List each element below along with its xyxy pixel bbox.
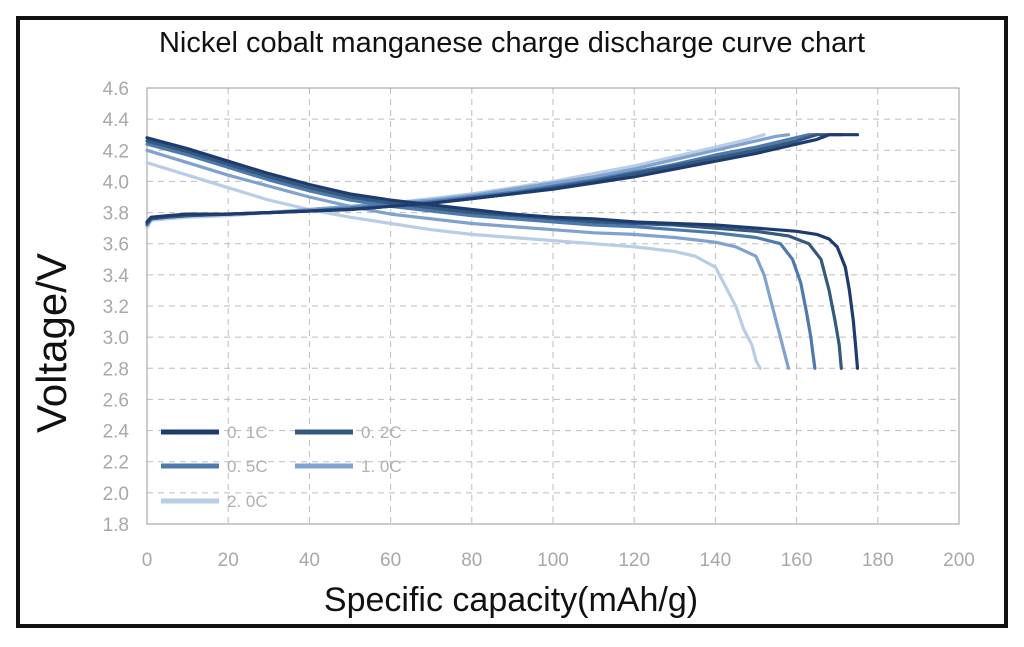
- y-tick-label: 4.0: [103, 172, 129, 193]
- y-tick-label: 2.6: [103, 390, 129, 411]
- chart-frame: Nickel cobalt manganese charge discharge…: [16, 16, 1008, 628]
- legend-label: 1. 0C: [361, 457, 402, 476]
- x-axis-label: Specific capacity(mAh/g): [324, 581, 698, 619]
- x-tick-label: 160: [781, 550, 813, 571]
- y-tick-label: 2.8: [103, 359, 129, 380]
- series-lines: [145, 133, 860, 370]
- x-tick-label: 180: [862, 550, 894, 571]
- x-tick-label: 40: [299, 550, 320, 571]
- y-tick-label: 4.2: [103, 141, 129, 162]
- x-tick-label: 20: [218, 550, 239, 571]
- charge-curve-0-1c: [145, 133, 860, 224]
- y-tick-label: 3.2: [103, 297, 129, 318]
- x-tick-label: 200: [943, 550, 975, 571]
- legend: 0. 1C 0. 2C 0. 5C 1. 0C 2. 0C: [161, 423, 402, 511]
- legend-label: 2. 0C: [227, 492, 268, 511]
- x-tick-label: 60: [380, 550, 401, 571]
- y-axis-label: Voltage/V: [28, 253, 75, 433]
- x-tick-labels: 0 20 40 60 80 100 120 140 160 180 200: [142, 550, 975, 571]
- y-tick-label: 3.8: [103, 204, 129, 225]
- y-tick-label: 2.4: [103, 422, 130, 443]
- discharge-curve-0-5c: [145, 142, 817, 370]
- discharge-curve-2-0c: [145, 161, 762, 370]
- x-tick-label: 0: [142, 550, 153, 571]
- y-tick-label: 2.2: [103, 453, 129, 474]
- y-tick-label: 4.6: [103, 79, 129, 100]
- y-tick-label: 2.0: [103, 484, 129, 505]
- x-tick-label: 140: [700, 550, 732, 571]
- chart-svg: Nickel cobalt manganese charge discharge…: [28, 27, 975, 619]
- legend-label: 0. 1C: [227, 423, 268, 442]
- y-tick-labels: 1.8 2.0 2.2 2.4 2.6 2.8 3.0 3.2 3.4 3.6 3.8 4.0 4.2 4…: [103, 79, 130, 536]
- discharge-curve-0-1c: [145, 136, 860, 370]
- y-tick-label: 3.6: [103, 235, 129, 256]
- y-tick-label: 3.0: [103, 328, 129, 349]
- y-tick-label: 4.4: [103, 110, 130, 131]
- y-tick-label: 3.4: [103, 266, 130, 287]
- discharge-curve-0-2c: [145, 139, 843, 370]
- x-tick-label: 100: [537, 550, 569, 571]
- x-tick-label: 120: [618, 550, 650, 571]
- plot-area-border: [146, 87, 960, 525]
- legend-label: 0. 2C: [361, 423, 402, 442]
- discharge-curve-1-0c: [145, 148, 791, 370]
- y-tick-label: 1.8: [103, 515, 129, 536]
- x-tick-label: 80: [461, 550, 482, 571]
- chart-title: Nickel cobalt manganese charge discharge…: [159, 27, 865, 59]
- grid: [147, 88, 959, 524]
- legend-label: 0. 5C: [227, 457, 268, 476]
- charge-curve-0-2c: [145, 133, 843, 226]
